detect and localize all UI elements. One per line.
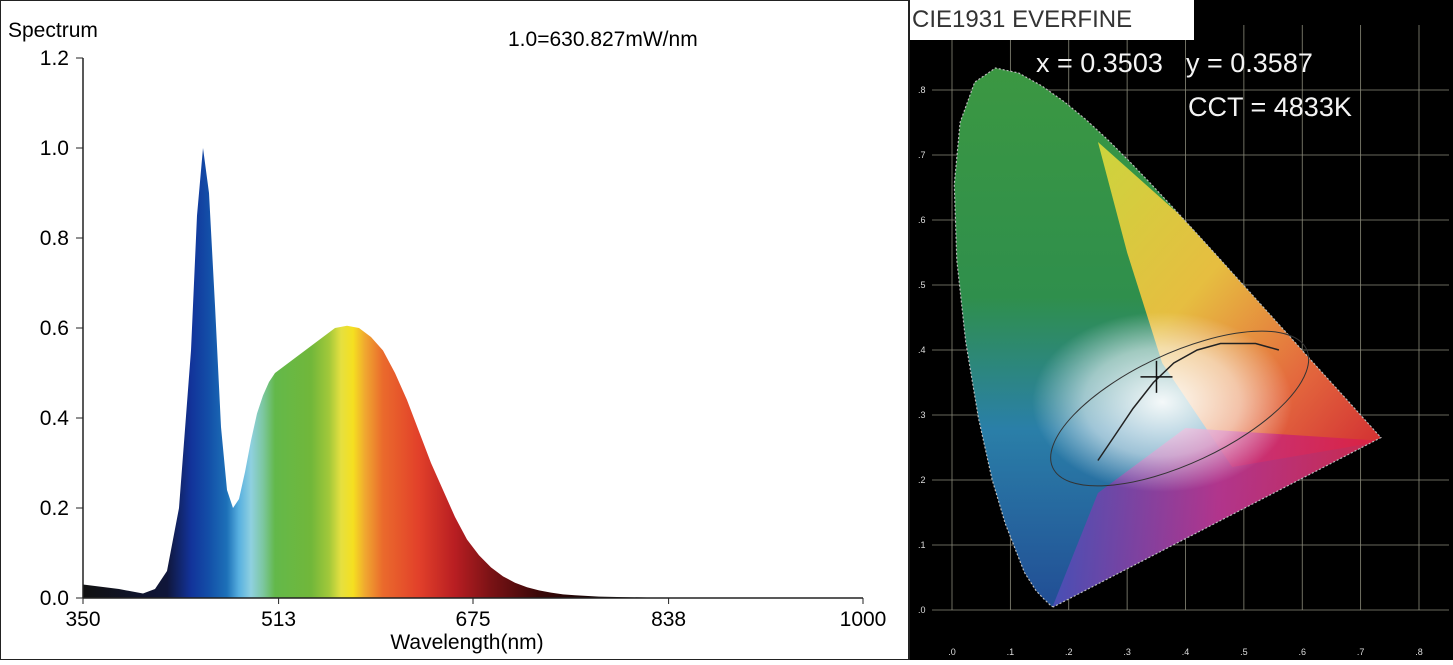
- x-tick-label: 838: [651, 608, 686, 631]
- cie-y-tick-label: .8: [918, 85, 926, 95]
- cie-y-tick-label: .4: [918, 345, 926, 355]
- spectrum-plot: 0.0 0.2 0.4 0.6 0.8 1.0 1.2 350 513 675 838 1000 S…: [8, 19, 886, 654]
- planckian-locus: [1097, 342, 1280, 461]
- cie-y-tick-label: .0: [918, 605, 926, 615]
- chromaticity-marker: [1140, 360, 1173, 393]
- cie-x-tick-label: .7: [1357, 647, 1365, 657]
- cie-chart: .0 .1 .2 .3 .4 .5 .6 .7 .8 .0 .1 .2 .3 .4 .5 .6 .7 .8 CIE…: [910, 0, 1453, 660]
- spectrum-area: [83, 148, 863, 598]
- spectral-locus: [953, 67, 1382, 608]
- cie-y-tick-label: .5: [918, 280, 926, 290]
- cie-x-tick-label: .2: [1065, 647, 1073, 657]
- y-tick-label: 0.6: [40, 317, 69, 340]
- cie-y-tick-label: .2: [918, 475, 926, 485]
- cie-y-tick-label: .6: [918, 215, 926, 225]
- spectrum-title: Spectrum: [8, 19, 98, 42]
- x-tick-label: 1000: [840, 608, 887, 631]
- cie-x-tick-label: .5: [1240, 647, 1248, 657]
- y-tick-label: 1.2: [40, 47, 69, 70]
- y-tick-label: 0.2: [40, 497, 69, 520]
- y-coordinate-readout: y = 0.3587: [1186, 48, 1313, 78]
- cie-x-tick-label: .8: [1415, 647, 1423, 657]
- x-axis-label: Wavelength(nm): [390, 631, 543, 654]
- y-axis-ticks: 0.0 0.2 0.4 0.6 0.8 1.0 1.2: [40, 47, 83, 610]
- cie-x-tick-label: .0: [948, 647, 956, 657]
- cie-x-tick-label: .4: [1182, 647, 1190, 657]
- panel-divider: [908, 0, 910, 660]
- cie-title: CIE1931 EVERFINE: [910, 0, 1194, 40]
- cie-x-tick-label: .1: [1007, 647, 1015, 657]
- white-zone-ellipse: [1050, 330, 1310, 487]
- cie-x-tick-label: .3: [1123, 647, 1131, 657]
- cie-diagram: .0 .1 .2 .3 .4 .5 .6 .7 .8 .0 .1 .2 .3 .4 .5 .6 .7 .8: [918, 25, 1449, 657]
- x-tick-label: 675: [455, 608, 490, 631]
- gamut-fill: [954, 68, 1381, 607]
- y-tick-label: 0.4: [40, 407, 70, 430]
- x-tick-label: 350: [65, 608, 100, 631]
- x-axis-ticks: 350 513 675 838 1000: [65, 598, 886, 631]
- y-tick-label: 1.0: [40, 137, 69, 160]
- cie-y-tick-label: .7: [918, 150, 926, 160]
- cie-axis-ticks: .0 .1 .2 .3 .4 .5 .6 .7 .8 .0 .1 .2 .3 .4 .5 .6 .7 .8: [918, 85, 1423, 657]
- cie-y-tick-label: .3: [918, 410, 926, 420]
- cct-readout: CCT = 4833K: [1188, 92, 1352, 122]
- spectrum-chart: 0.0 0.2 0.4 0.6 0.8 1.0 1.2 350 513 675 838 1000 S…: [8, 19, 886, 654]
- x-tick-label: 513: [261, 608, 296, 631]
- x-coordinate-readout: x = 0.3503: [1036, 48, 1163, 78]
- spectrum-scale-note: 1.0=630.827mW/nm: [508, 28, 698, 51]
- y-tick-label: 0.0: [40, 587, 69, 610]
- cie-y-tick-label: .1: [918, 540, 926, 550]
- y-tick-label: 0.8: [40, 227, 69, 250]
- cie-x-tick-label: .6: [1298, 647, 1306, 657]
